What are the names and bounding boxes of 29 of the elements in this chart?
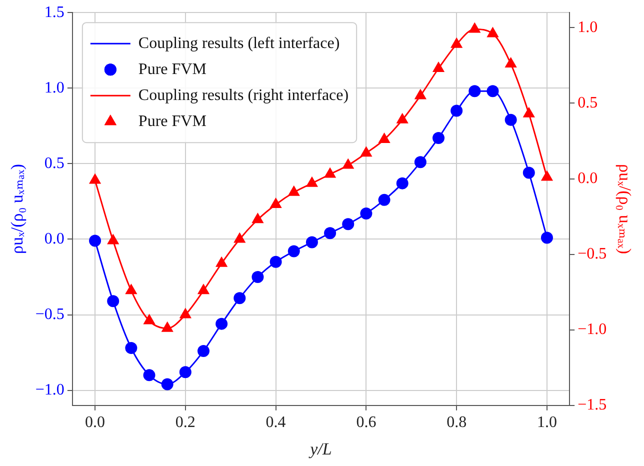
legend-label: Pure FVM: [138, 60, 206, 78]
y2-tick-label: 0.5: [578, 94, 598, 112]
y-tick-label: −0.5: [35, 306, 64, 323]
x-tick-label: 0.4: [266, 414, 286, 432]
y2-axis-title: ρuₓ/(ρ₀ uₓₘₐₓ): [615, 164, 634, 254]
x-tick-label: 0.0: [85, 414, 106, 432]
y-axis-title: ρuₓ/(ρ₀ uₓₘₐₓ): [8, 164, 27, 254]
point: [88, 173, 102, 184]
x-axis-title: y/L: [308, 439, 332, 458]
y-tick-label: 0.0: [44, 230, 64, 248]
y-tick-label: 1.0: [44, 79, 64, 96]
legend-label: Coupling results (left interface): [138, 34, 340, 52]
point: [89, 234, 102, 247]
y-tick-label: 0.5: [44, 154, 64, 172]
x-tick-label: 0.8: [446, 414, 467, 432]
y2-tick-label: 1.0: [578, 18, 598, 36]
point: [540, 232, 553, 244]
y2-tick-label: −1.0: [578, 321, 607, 338]
legend-label: Coupling results (right interface): [138, 86, 349, 104]
y2-tick-label: −1.5: [578, 396, 607, 414]
y-tick-label: 1.5: [44, 4, 64, 21]
x-tick-label: 0.6: [356, 414, 376, 432]
y2-tick-label: 0.0: [578, 170, 598, 187]
x-tick-label: 0.2: [175, 414, 196, 432]
x-tick-label: 1.0: [536, 414, 557, 432]
y2-tick-label: −0.5: [578, 246, 607, 263]
legend-label: Pure FVM: [138, 112, 206, 130]
y-tick-label: −1.0: [35, 381, 64, 398]
point: [540, 170, 554, 181]
